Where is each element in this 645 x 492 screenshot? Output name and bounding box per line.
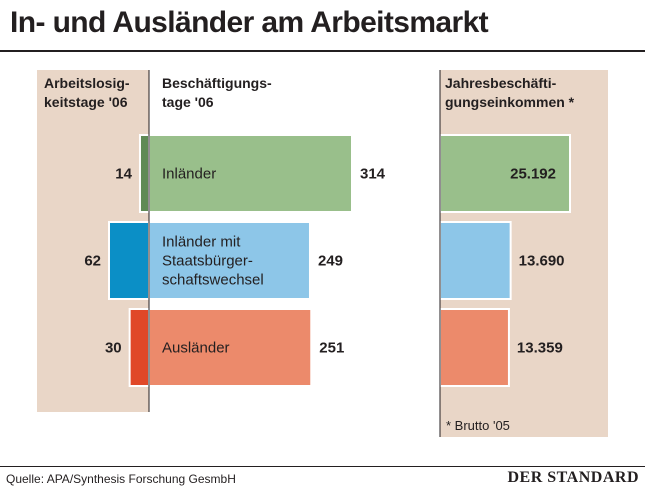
income-bar: [439, 134, 571, 213]
employment-bar: [148, 308, 313, 387]
income-bar: [439, 308, 510, 387]
left-header-line: keitstage '06: [44, 94, 128, 110]
category-label: Inländer mit: [162, 234, 241, 251]
income-value-label: 13.690: [519, 253, 565, 270]
source-note: Quelle: APA/Synthesis Forschung GesmbH: [6, 472, 236, 486]
category-label: Inländer: [162, 166, 216, 183]
employment-value-label: 249: [318, 253, 343, 270]
unemployment-bar: [138, 134, 151, 213]
unemployment-value-label: 14: [115, 166, 132, 183]
right-header-line: gungseinkommen *: [445, 94, 575, 110]
footer-rule: [0, 466, 645, 467]
employment-bar: [148, 221, 311, 300]
left-header-line: Arbeitslosig-: [44, 75, 130, 91]
chart: Arbeitslosig-keitstage '06 Beschäftigungs…: [37, 70, 608, 437]
chart-title: In- und Ausländer am Arbeitsmarkt: [10, 6, 489, 39]
category-label: Ausländer: [162, 340, 230, 357]
income-bar: [439, 221, 512, 300]
middle-header-line: Beschäftigungs-: [162, 75, 272, 91]
footnote: * Brutto '05: [446, 418, 510, 433]
brand-logo: DER STANDARD: [507, 469, 639, 486]
unemployment-bar: [128, 308, 150, 387]
employment-value-label: 314: [360, 166, 386, 183]
middle-header-line: tage '06: [162, 94, 214, 110]
income-value-label: 13.359: [517, 340, 563, 357]
category-label: schaftswechsel: [162, 272, 264, 289]
employment-value-label: 251: [319, 340, 344, 357]
category-label: Staatsbürger-: [162, 253, 253, 270]
unemployment-value-label: 30: [105, 340, 122, 357]
income-value-label: 25.192: [510, 166, 556, 183]
unemployment-bar: [108, 221, 150, 300]
right-header-line: Jahresbeschäfti-: [445, 75, 557, 91]
unemployment-value-label: 62: [84, 253, 101, 270]
title-rule: [0, 50, 645, 52]
